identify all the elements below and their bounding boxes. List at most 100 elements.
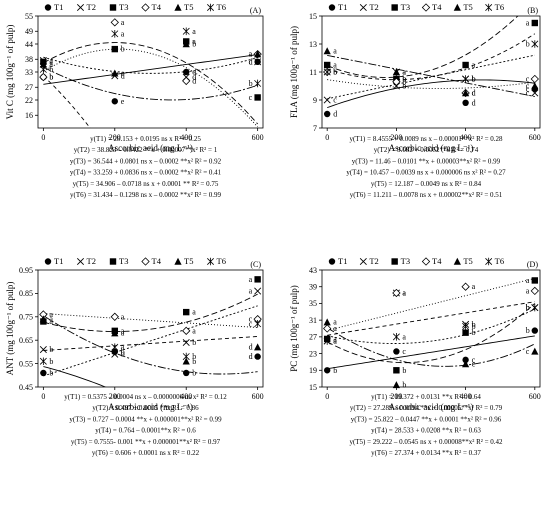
significance-letter: a — [472, 61, 476, 70]
x-tick-label: 400 — [460, 133, 472, 142]
data-point-t2 — [254, 58, 262, 66]
legend-entry: T1 — [54, 2, 63, 12]
y-tick-label: 22 — [25, 96, 33, 105]
significance-letter: e — [121, 97, 125, 106]
fit-line-t6 — [43, 75, 91, 128]
significance-letter: b — [472, 320, 476, 329]
significance-letter: a — [333, 337, 337, 346]
significance-letter: d — [249, 57, 253, 66]
panel-label: (A) — [250, 6, 261, 15]
significance-letter: c — [526, 347, 530, 356]
significance-letter: a — [333, 47, 337, 56]
legend-entry: T6 — [495, 2, 504, 12]
significance-letter: d — [192, 76, 196, 85]
fit-line-t6 — [43, 336, 258, 351]
y-tick-label: 55 — [25, 12, 33, 21]
significance-letter: c — [249, 315, 253, 324]
x-tick-label: 200 — [109, 392, 121, 401]
significance-letter: a — [121, 326, 125, 335]
regression-equation: y(T3) = 36.544 + 0.0801 ns x – 0.0002 **… — [70, 157, 222, 165]
significance-letter: d — [192, 73, 196, 82]
plot-frame — [321, 15, 541, 129]
significance-letter: b — [472, 75, 476, 84]
significance-letter: b — [526, 326, 530, 335]
significance-letter: a — [333, 61, 337, 70]
legend-marker — [453, 3, 461, 11]
data-point-t4 — [110, 18, 119, 27]
y-tick-label: 49 — [25, 27, 33, 36]
regression-equation: y(T4) = 28.533 + 0.0208 **x R² = 0.63 — [371, 427, 481, 435]
significance-letter: d — [249, 343, 253, 352]
significance-letter: a — [249, 287, 253, 296]
data-point-t6 — [111, 30, 119, 38]
y-tick-label: 43 — [309, 266, 317, 275]
significance-letter: b — [49, 345, 53, 354]
data-point-t4 — [110, 312, 119, 321]
y-tick-label: 33 — [25, 68, 33, 77]
x-tick-label: 200 — [109, 133, 121, 142]
panel-label: (D) — [527, 260, 538, 269]
significance-letter: c — [526, 82, 530, 91]
significance-letter: b — [192, 357, 196, 366]
significance-letter: a — [121, 312, 125, 321]
regression-equation: y(T5) = 12.187 – 0.0049 ns x R² = 0.84 — [371, 180, 482, 188]
data-point-t3 — [254, 94, 261, 101]
legend-marker — [328, 4, 336, 11]
regression-equation: y(T3) = 11.46 – 0.0101 **x + 0.00003**x²… — [352, 157, 501, 165]
x-tick-label: 200 — [390, 133, 402, 142]
legend-marker — [421, 257, 431, 266]
y-tick-label: 0.45 — [19, 383, 33, 392]
regression-equation: y(T4) = 0.764 – 0.0001**x R² = 0.6 — [95, 427, 196, 435]
x-tick-label: 0 — [325, 133, 329, 142]
x-tick-label: 0 — [41, 392, 45, 401]
fit-line-t1 — [43, 54, 258, 85]
y-tick-label: 23 — [309, 349, 317, 358]
data-point-t3 — [183, 308, 190, 316]
significance-letter: c — [526, 75, 530, 84]
significance-letter: a — [249, 275, 253, 284]
significance-letter: b — [402, 75, 406, 84]
data-point-t4 — [530, 74, 539, 84]
significance-letter: a — [526, 19, 530, 28]
significance-letter: b — [402, 380, 406, 389]
legend-entry: T4 — [432, 2, 442, 12]
significance-letter: a — [49, 317, 53, 326]
significance-letter: a — [49, 56, 53, 65]
y-tick-label: 0.75 — [19, 313, 33, 322]
data-point-t4 — [461, 282, 470, 291]
fit-line-t3 — [326, 303, 536, 364]
significance-letter: a — [49, 315, 53, 324]
significance-letter: b — [402, 75, 406, 84]
data-point-t1 — [111, 98, 118, 105]
significance-letter: a — [472, 282, 476, 291]
y-tick-label: 15 — [309, 12, 317, 21]
data-point-t4 — [530, 286, 539, 296]
fit-line-t5 — [43, 66, 258, 101]
legend-entry: T3 — [119, 2, 128, 12]
data-point-t1 — [462, 356, 469, 364]
regression-equation: y(T1) = 0.5375 – 0.0004 ns x – 0.0000006… — [64, 393, 227, 401]
y-axis-label: Vit C (mg 100g⁻¹ of pulp) — [5, 25, 15, 120]
x-axis-label: Ascorbic acid (mg L⁻¹) — [108, 143, 193, 153]
data-point-t6 — [462, 75, 470, 83]
chart-panel-0: 16 22 27 33 38 44 49 55 0 200 400 600 Ascorbic acid … — [5, 2, 264, 199]
legend-entry: T5 — [184, 2, 193, 12]
data-point-t1 — [323, 110, 331, 118]
fit-line-t2 — [43, 56, 258, 74]
regression-equation: y(T6) = 31.434 – 0.1298 ns x – 0.0002 **… — [70, 191, 221, 199]
data-point-t1 — [40, 369, 47, 377]
x-tick-label: 600 — [529, 392, 541, 401]
data-point-t2 — [182, 339, 190, 347]
x-tick-label: 600 — [529, 133, 541, 142]
data-point-t5 — [323, 318, 331, 326]
y-tick-label: 38 — [25, 55, 33, 64]
data-point-t5 — [392, 381, 400, 389]
significance-letter: c — [121, 69, 125, 78]
significance-letter: a — [526, 286, 530, 295]
significance-letter: b — [192, 352, 196, 361]
regression-equation: y(T1) = 28.153 + 0.0195 ns x R² = 0.25 — [90, 135, 201, 143]
data-point-t3 — [254, 276, 261, 283]
significance-letter: b — [192, 368, 196, 377]
regression-equation: y(T5) = 34.906 – 0.0718 ns x + 0.0001 **… — [73, 180, 219, 188]
significance-letter: a — [49, 57, 53, 66]
